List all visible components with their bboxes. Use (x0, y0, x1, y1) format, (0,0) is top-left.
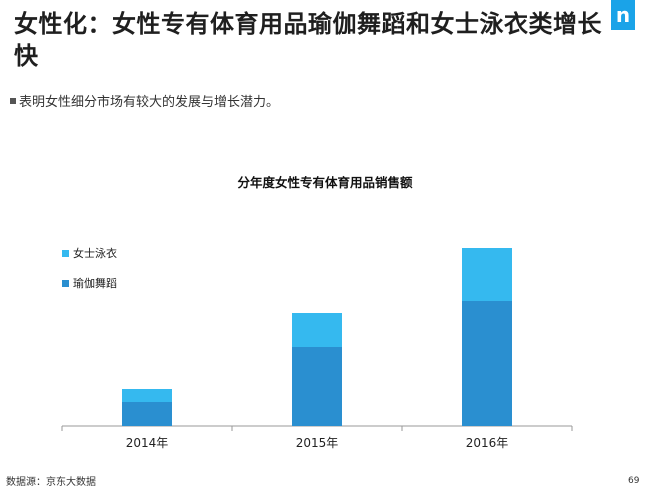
brand-logo: n (611, 0, 635, 30)
bullet-square-icon (10, 97, 16, 104)
bar-yoga-dance-2 (462, 301, 512, 426)
legend-swatch (62, 250, 69, 257)
page-number: 69 (628, 476, 640, 486)
bar-yoga-dance-1 (292, 347, 342, 426)
legend-swatch (62, 280, 69, 287)
bar-swimwear-1 (292, 313, 342, 347)
subtitle: 表明女性细分市场有较大的发展与增长潜力。 (10, 91, 279, 110)
page-title: 女性化：女性专有体育用品瑜伽舞蹈和女士泳衣类增长快 (14, 10, 602, 70)
bar-swimwear-0 (122, 389, 172, 402)
x-tick-label: 2014年 (126, 436, 169, 450)
legend-label: 女士泳衣 (73, 246, 117, 260)
data-source: 数据源：京东大数据 (6, 477, 96, 488)
bar-yoga-dance-0 (122, 402, 172, 426)
bar-swimwear-2 (462, 248, 512, 301)
x-tick-label: 2016年 (466, 436, 509, 450)
x-tick-label: 2015年 (296, 436, 339, 450)
legend-label: 瑜伽舞蹈 (73, 276, 117, 290)
chart-title: 分年度女性专有体育用品销售额 (237, 175, 413, 190)
subtitle-text: 表明女性细分市场有较大的发展与增长潜力。 (19, 95, 280, 110)
